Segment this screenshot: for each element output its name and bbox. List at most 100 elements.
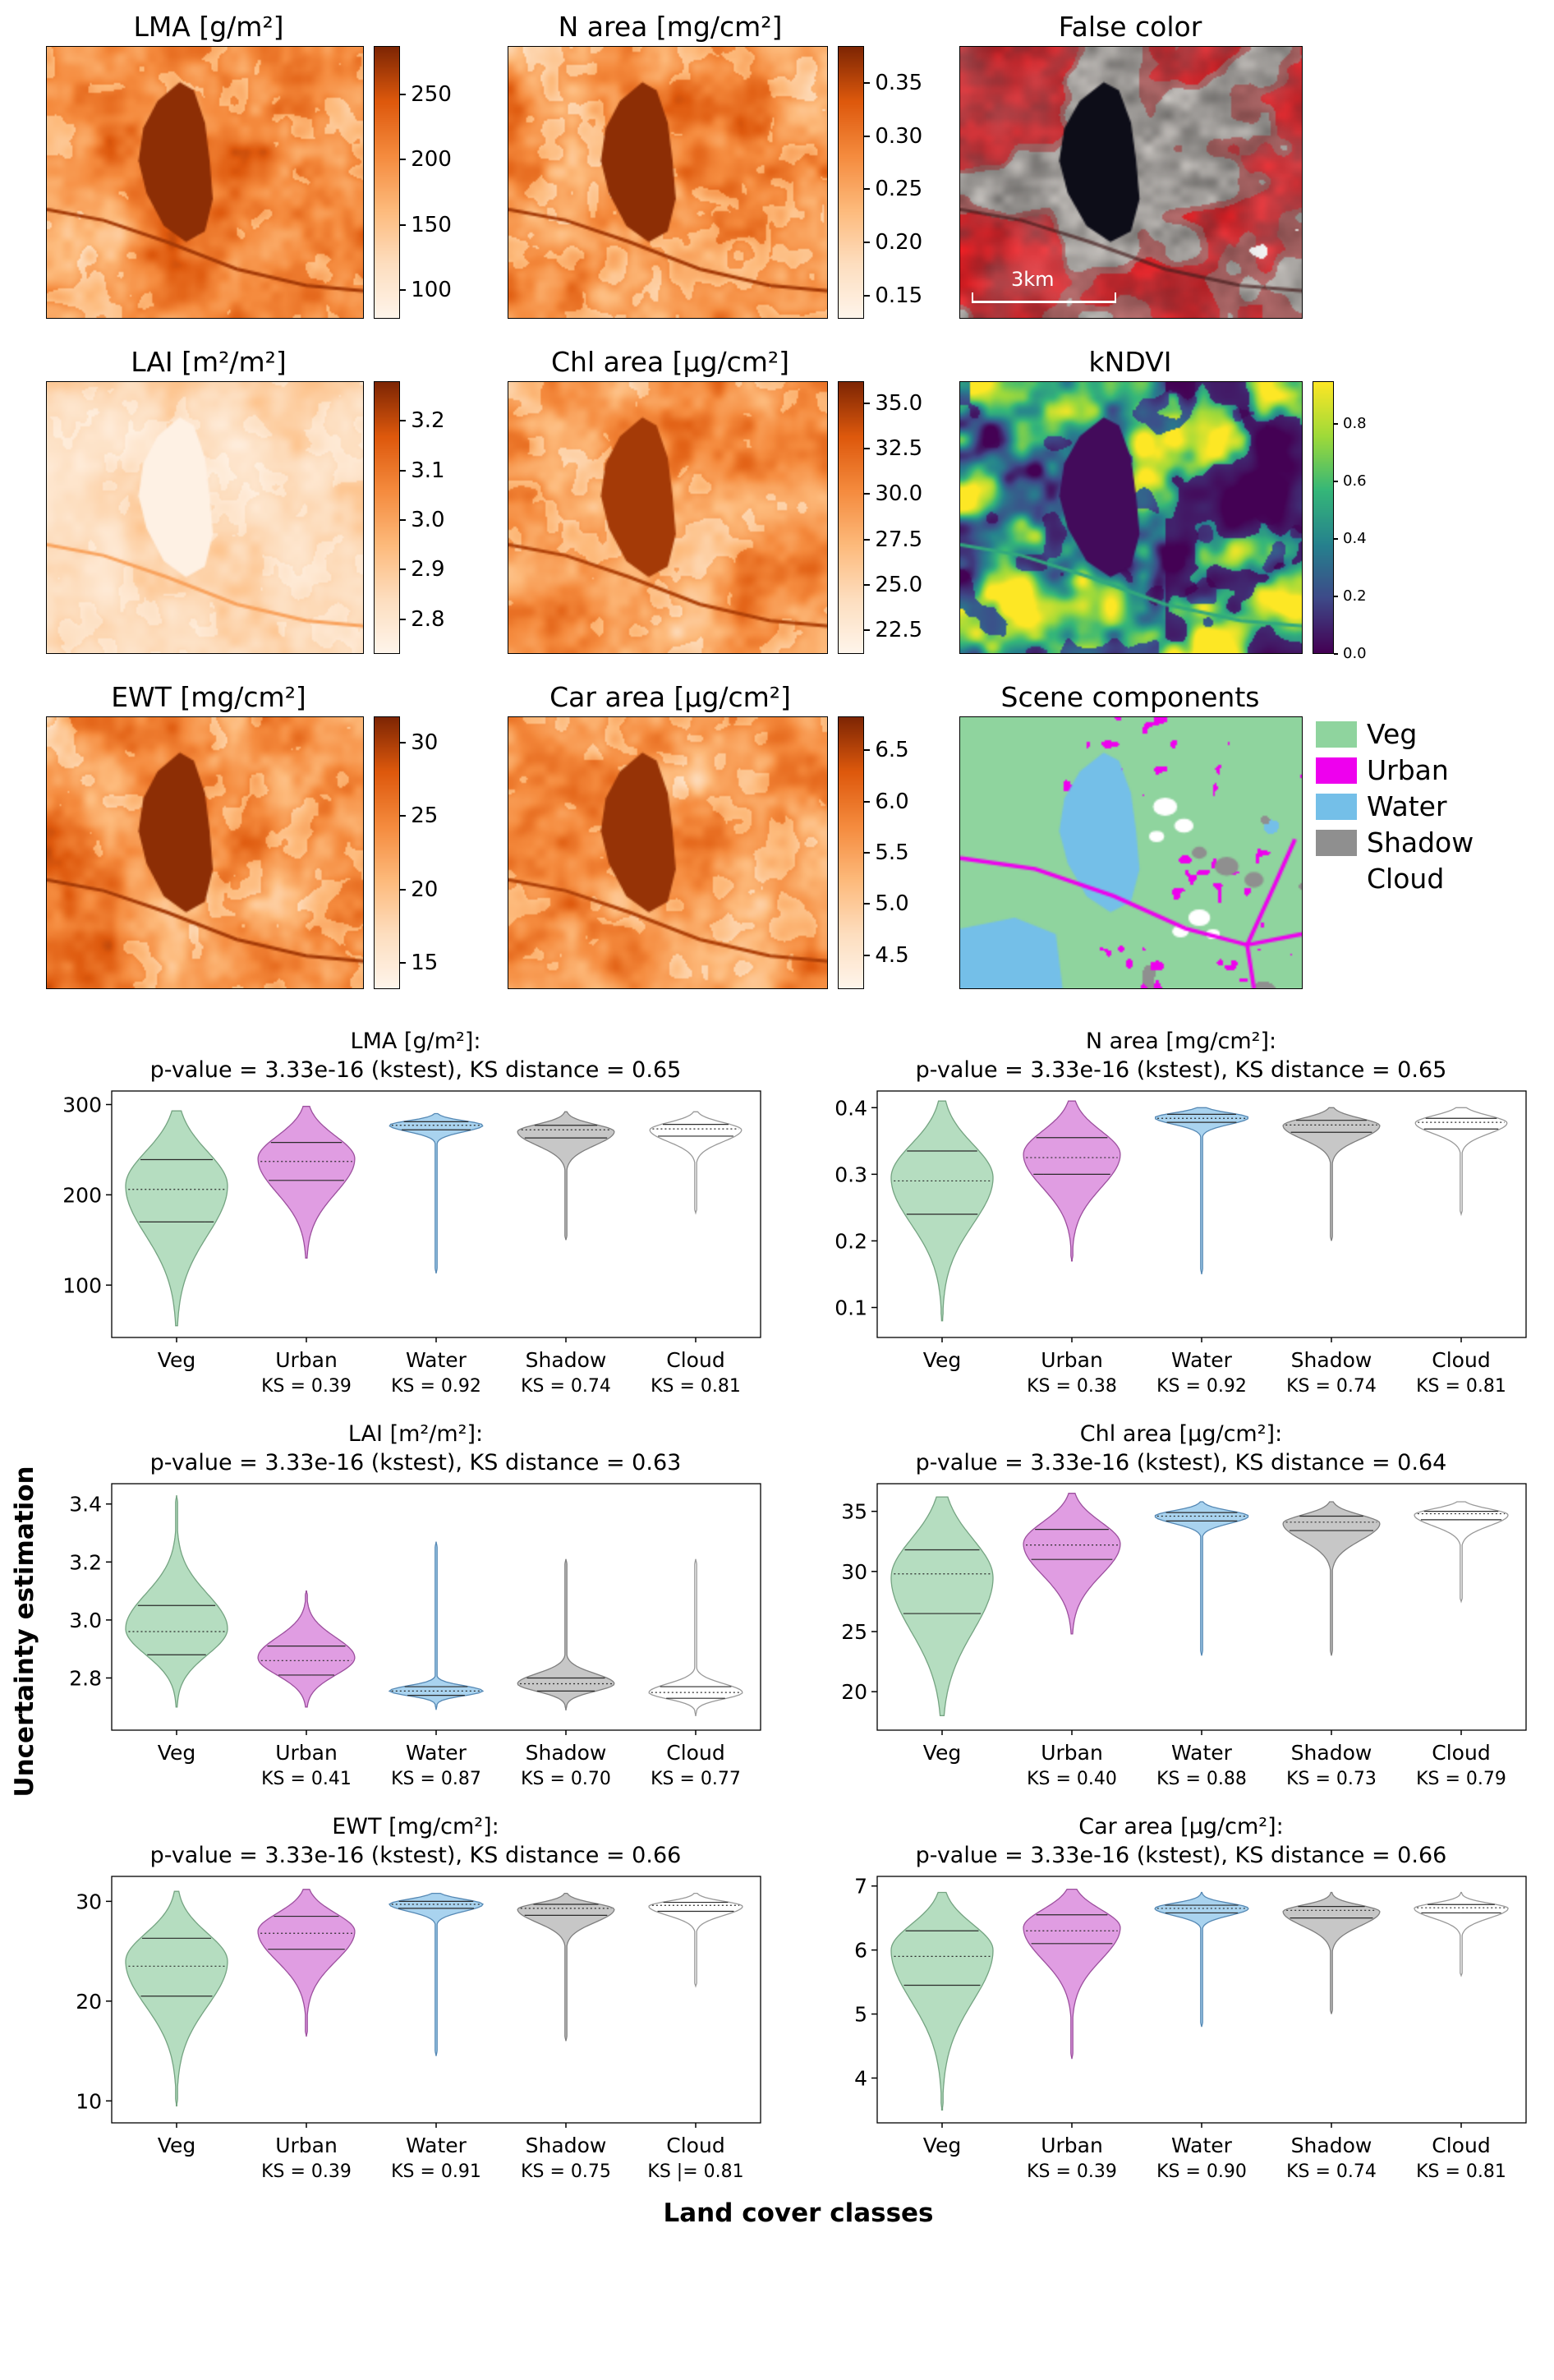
car-colorbar: 6.5 6.0 5.5 5.0 4.5 <box>838 716 935 989</box>
category-label: Veg <box>923 1348 961 1372</box>
category-label: Water <box>406 1348 467 1372</box>
map-panel-car: Car area [µg/cm²] 6.5 6.0 5.5 5.0 4.5 <box>470 679 935 989</box>
scene-map-image <box>960 717 1302 988</box>
colorbar-tick <box>1334 596 1338 597</box>
colorbar-tick <box>864 82 871 84</box>
y-tick-label: 30 <box>76 1890 102 1913</box>
subplot-subtitle: p-value = 3.33e-16 (kstest), KS distance… <box>915 1843 1447 1868</box>
violin-shadow <box>1282 1501 1381 1656</box>
ks-label: KS = 0.40 <box>1027 1769 1117 1789</box>
violin-cloud <box>648 1892 743 1988</box>
colorbar-tick <box>1334 481 1338 482</box>
colorbar-tick-label: 5.0 <box>875 891 909 916</box>
colorbar-tick <box>864 629 871 631</box>
colorbar-tick <box>1334 538 1338 540</box>
legend-label: Veg <box>1367 718 1418 750</box>
colorbar-tick <box>864 801 871 803</box>
legend-swatch-cloud <box>1316 866 1357 892</box>
lai-map-image <box>47 382 364 653</box>
ks-label: KS = 0.92 <box>1156 1376 1247 1397</box>
category-label: Cloud <box>666 2134 724 2157</box>
subplot-title: LMA [g/m²]: <box>350 1029 481 1054</box>
category-label: Shadow <box>1291 2134 1372 2157</box>
violin-subplot-0: LMA [g/m²]: p-value = 3.33e-16 (kstest), … <box>43 1027 788 1408</box>
subplot-subtitle: p-value = 3.33e-16 (kstest), KS distance… <box>915 1450 1447 1475</box>
ks-label: KS |= 0.81 <box>647 2161 743 2182</box>
violin-shadow <box>1282 1107 1381 1241</box>
colorbar-tick-label: 25.0 <box>875 573 923 597</box>
violin-plot-svg: 0.1 0.2 0.3 0.4 Veg Urban KS = 0.38 Water KS = 0… <box>834 1090 1527 1397</box>
violin-urban <box>257 1106 356 1259</box>
map-title-kndvi: kNDVI <box>1088 346 1172 378</box>
y-tick-label: 20 <box>76 1990 102 2014</box>
ks-label: KS = 0.39 <box>261 1376 352 1397</box>
category-label: Urban <box>275 2134 338 2157</box>
colorbar-tick <box>864 955 871 956</box>
subplot-title: N area [mg/cm²]: <box>1085 1029 1277 1054</box>
violin-subplot-2: LAI [m²/m²]: p-value = 3.33e-16 (kstest),… <box>43 1420 788 1801</box>
violin-plot-svg: 2.8 3.0 3.2 3.4 Veg Urban KS = 0.41 Water KS = 0… <box>69 1483 761 1789</box>
map-title-falsecolor: False color <box>1058 11 1202 43</box>
subplot-title: EWT [mg/cm²]: <box>332 1814 499 1839</box>
ks-label: KS = 0.81 <box>651 1376 741 1397</box>
colorbar-tick-label: 0.8 <box>1343 415 1367 432</box>
ks-label: KS = 0.77 <box>651 1769 741 1789</box>
category-label: Veg <box>923 1741 961 1765</box>
colorbar-tick <box>400 519 407 521</box>
violin-subplot-3: Chl area [µg/cm²]: p-value = 3.33e-16 (ks… <box>808 1420 1554 1801</box>
lai-colorbar: 3.2 3.1 3.0 2.9 2.8 <box>374 381 470 654</box>
ks-label: KS = 0.87 <box>391 1769 481 1789</box>
violin-shadow <box>517 1892 615 2042</box>
ks-label: KS = 0.88 <box>1156 1769 1247 1789</box>
violin-veg <box>125 1890 228 2107</box>
colorbar-tick <box>864 448 871 449</box>
maps-grid: LMA [g/m²] 250 200 150 100 N area [mg/cm²] 0.3… <box>0 0 1554 1014</box>
ks-label: KS = 0.92 <box>391 1376 481 1397</box>
legend-label: Shadow <box>1367 826 1474 859</box>
violin-urban <box>1023 1100 1121 1262</box>
colorbar-tick-label: 0.15 <box>875 283 923 308</box>
ks-label: KS = 0.39 <box>1027 2161 1117 2182</box>
violin-water <box>1154 1891 1249 2028</box>
narea-colorbar-gradient <box>838 46 865 319</box>
category-label: Shadow <box>526 1348 607 1372</box>
map-title-scene: Scene components <box>1000 681 1260 713</box>
kndvi-colorbar-gradient <box>1313 381 1334 654</box>
plot-frame <box>111 1483 761 1731</box>
lai-colorbar-gradient <box>374 381 401 654</box>
category-label: Urban <box>1041 1348 1103 1372</box>
map-panel-chl: Chl area [µg/cm²] 35.0 32.5 30.0 27.5 25.0 22.… <box>470 343 935 654</box>
violin-urban <box>1023 1493 1121 1635</box>
legend-swatch-veg <box>1316 721 1357 748</box>
car-map-frame <box>508 716 829 989</box>
category-label: Veg <box>158 1348 195 1372</box>
ks-label: KS = 0.90 <box>1156 2161 1247 2182</box>
category-label: Veg <box>158 2134 195 2157</box>
violin-water <box>388 1112 484 1274</box>
falsecolor-map-frame: 3km <box>959 46 1303 319</box>
plot-frame <box>111 1876 761 2124</box>
y-tick-label: 10 <box>76 2089 102 2113</box>
ewt-colorbar: 30 25 20 15 <box>374 716 470 989</box>
colorbar-tick <box>400 619 407 620</box>
colorbar-tick-label: 6.0 <box>875 789 909 814</box>
colorbar-tick-label: 20 <box>411 877 439 902</box>
colorbar-tick-label: 3.2 <box>411 408 445 433</box>
violin-shadow <box>1282 1891 1381 2014</box>
legend-label: Cloud <box>1367 863 1445 895</box>
colorbar-tick-label: 32.5 <box>875 436 923 461</box>
violin-water <box>388 1892 484 2056</box>
colorbar-tick-label: 22.5 <box>875 618 923 642</box>
violin-urban <box>257 1889 356 2037</box>
colorbar-tick-label: 0.0 <box>1343 645 1367 662</box>
category-label: Water <box>1171 1741 1233 1765</box>
ks-label: KS = 0.75 <box>521 2161 611 2182</box>
legend-item-veg: Veg <box>1316 718 1474 751</box>
violin-grid: LMA [g/m²]: p-value = 3.33e-16 (kstest), … <box>43 1027 1554 2194</box>
y-tick-label: 6 <box>854 1939 867 1963</box>
ks-label: KS = 0.38 <box>1027 1376 1117 1397</box>
category-label: Urban <box>275 1348 338 1372</box>
violin-shadow <box>517 1111 615 1241</box>
colorbar-tick-label: 25 <box>411 803 439 828</box>
colorbar-tick <box>400 742 407 743</box>
